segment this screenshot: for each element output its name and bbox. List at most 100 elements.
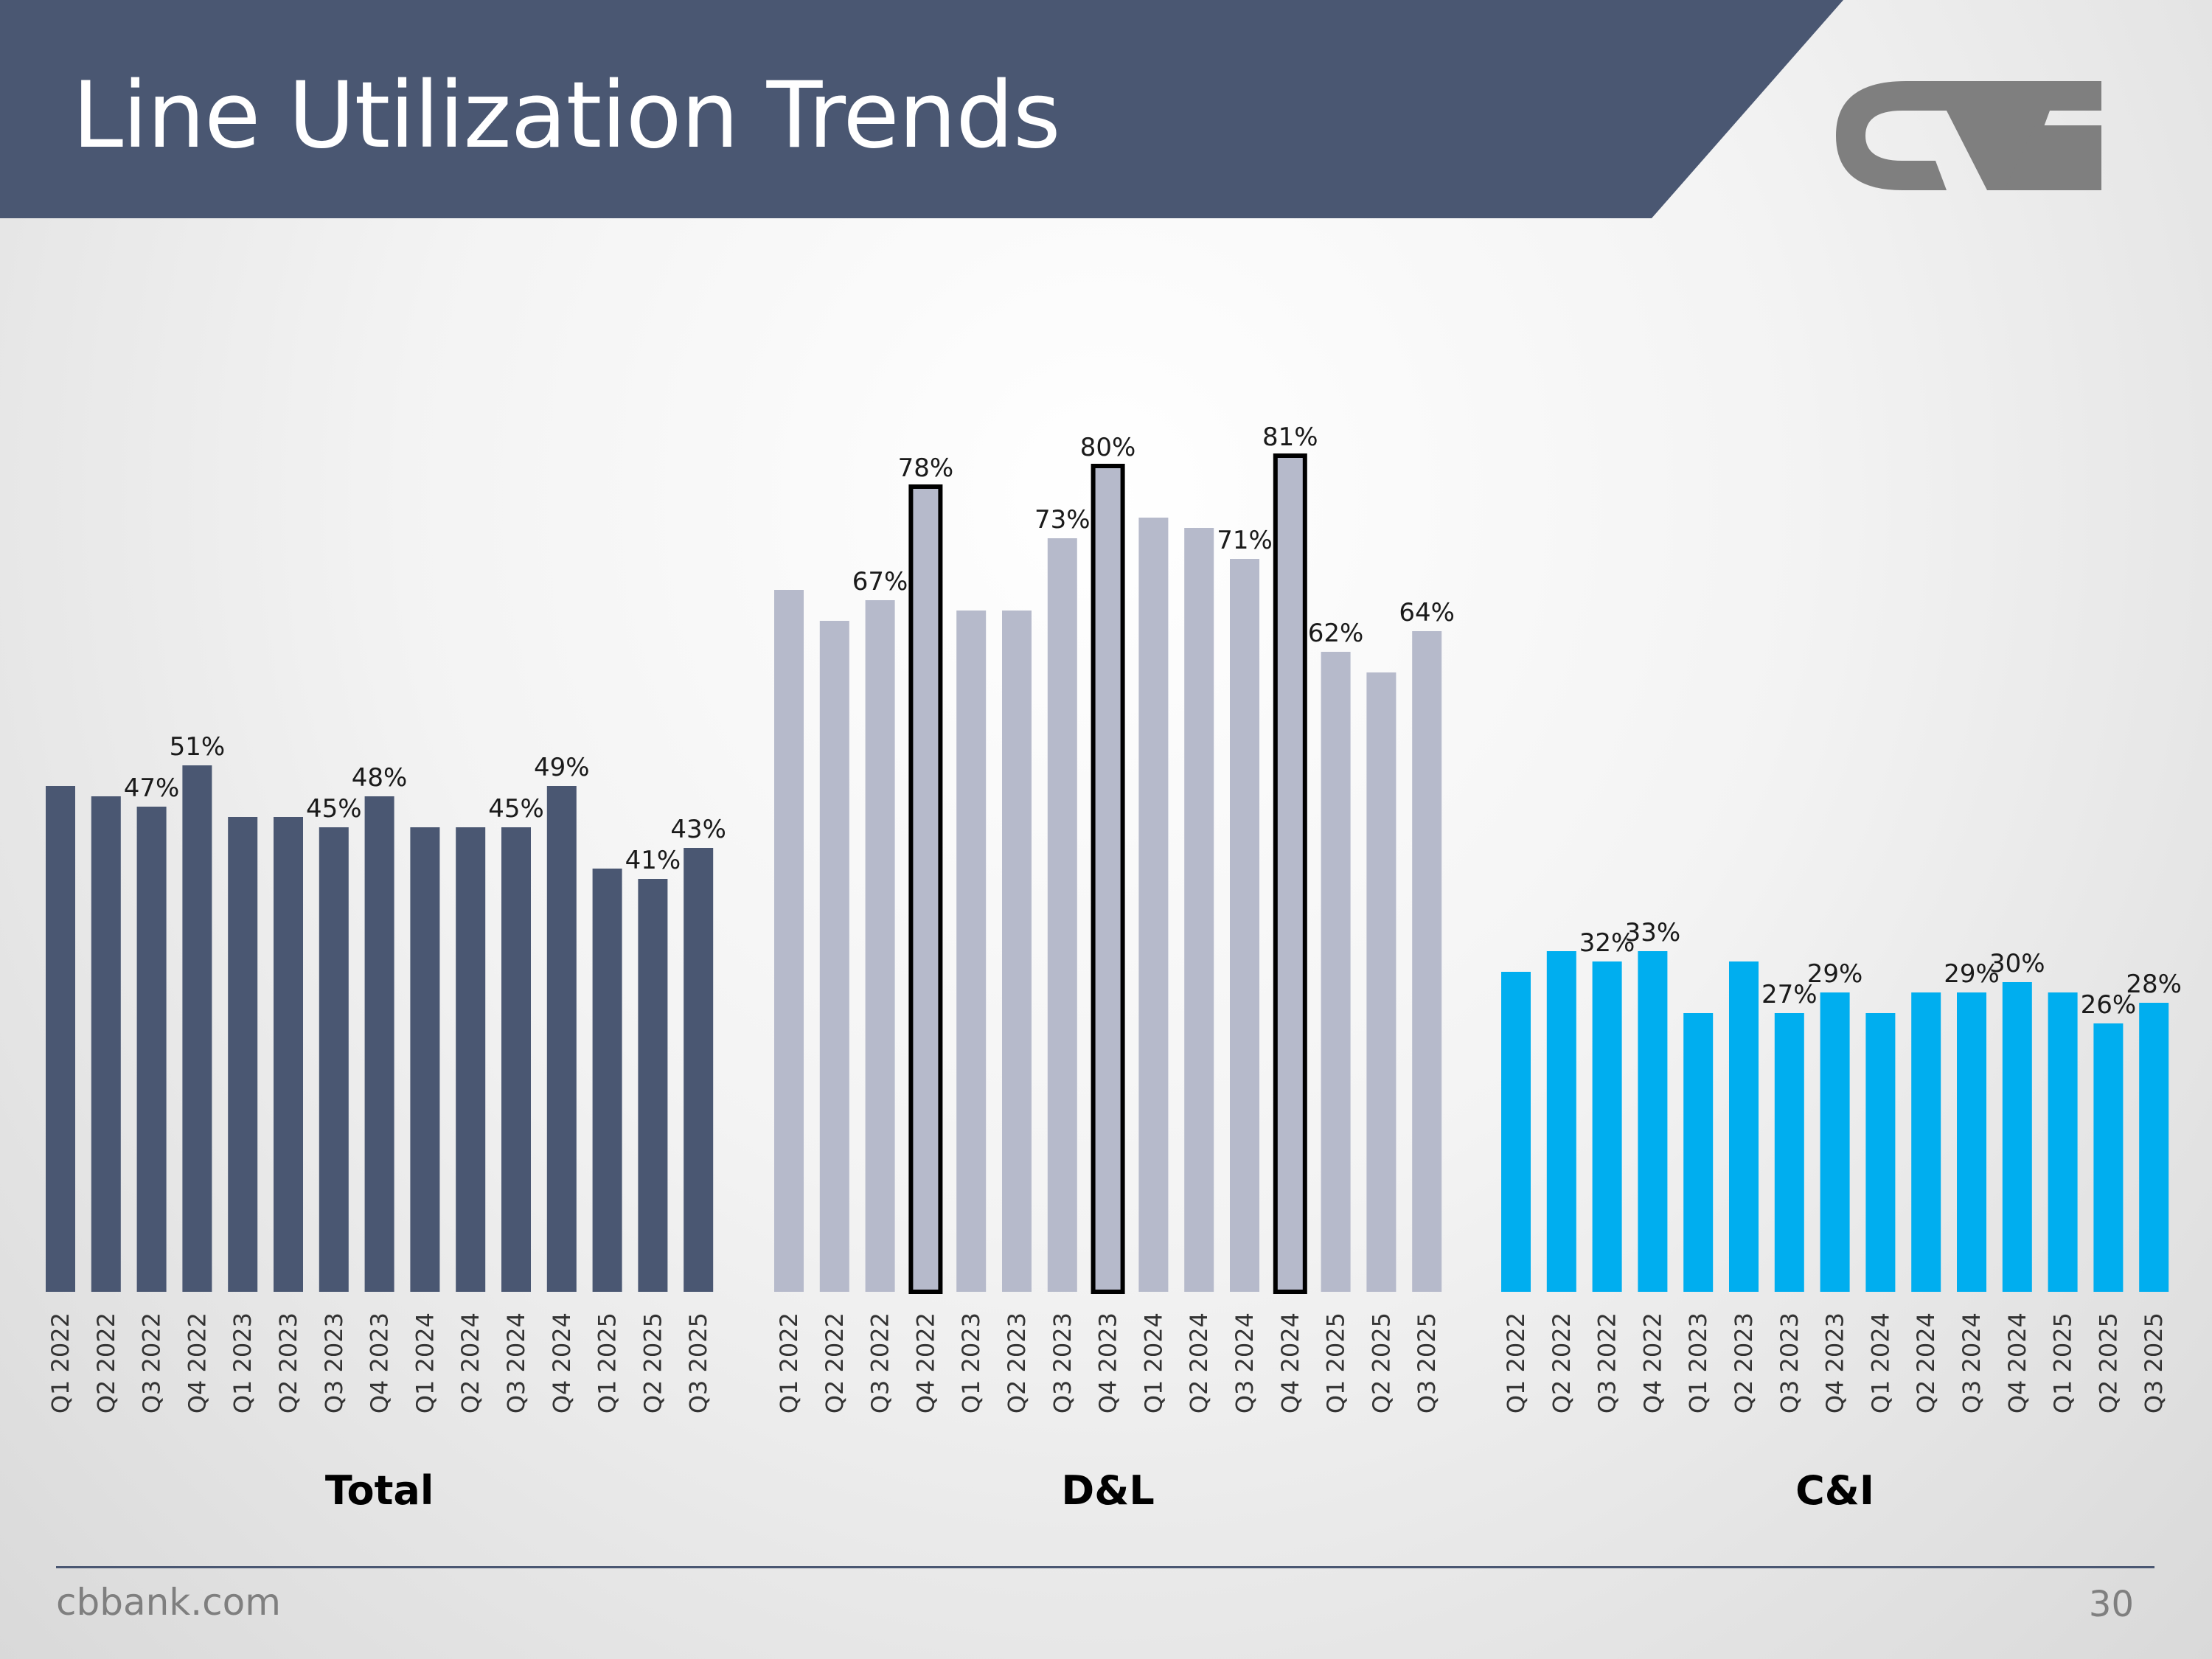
cvb-logo (1836, 81, 2101, 190)
bar-dl-q1-2022 (774, 590, 804, 1292)
bar-ci-q1-2022 (1501, 972, 1531, 1292)
bar-dl-q2-2025 (1366, 672, 1397, 1292)
tick-label-dl-q3-2022: Q3 2022 (866, 1312, 894, 1413)
tick-label-ci-q4-2024: Q4 2024 (2003, 1312, 2031, 1413)
tick-label-dl-q2-2023: Q2 2023 (1003, 1312, 1031, 1413)
bar-dl-q3-2024 (1230, 559, 1259, 1292)
bar-dl-q2-2024 (1184, 528, 1214, 1292)
value-label-ci-q4-2024: 30% (1989, 949, 2045, 978)
tick-label-dl-q3-2023: Q3 2023 (1048, 1312, 1077, 1413)
bar-total-q1-2022 (46, 786, 75, 1292)
bar-total-q2-2023 (274, 817, 303, 1292)
tick-label-ci-q1-2022: Q1 2022 (1502, 1312, 1530, 1413)
value-label-total-q2-2025: 41% (625, 846, 681, 875)
bar-total-q2-2022 (91, 796, 121, 1292)
bar-ci-q1-2024 (1865, 1013, 1896, 1292)
tick-label-ci-q1-2024: Q1 2024 (1866, 1312, 1894, 1413)
bar-dl-q4-2024 (1273, 453, 1307, 1294)
value-label-dl-q4-2024: 81% (1262, 422, 1318, 452)
value-label-total-q3-2023: 45% (306, 794, 362, 824)
bar-total-q3-2024 (501, 827, 531, 1292)
chart-title-ci: C&I (1795, 1467, 1874, 1514)
value-label-ci-q3-2024: 29% (1944, 959, 2000, 989)
bar-dl-q2-2022 (819, 621, 849, 1292)
bar-total-q2-2024 (456, 827, 486, 1292)
bar-ci-q4-2023 (1820, 992, 1850, 1292)
bar-total-q3-2022 (136, 807, 167, 1292)
tick-label-total-q2-2024: Q2 2024 (456, 1312, 484, 1413)
value-label-dl-q3-2025: 64% (1399, 598, 1455, 627)
tick-label-total-q1-2024: Q1 2024 (411, 1312, 439, 1413)
page-title: Line Utilization Trends (72, 63, 1061, 169)
bar-ci-q3-2022 (1592, 961, 1622, 1292)
value-label-ci-q2-2025: 26% (2081, 990, 2137, 1020)
tick-label-total-q2-2023: Q2 2023 (274, 1312, 302, 1413)
tick-label-total-q3-2024: Q3 2024 (502, 1312, 530, 1413)
bar-dl-q4-2022 (908, 484, 943, 1294)
tick-label-dl-q1-2023: Q1 2023 (957, 1312, 985, 1413)
tick-label-total-q1-2023: Q1 2023 (229, 1312, 257, 1413)
bar-total-q1-2025 (592, 869, 622, 1292)
bar-total-q2-2025 (638, 879, 668, 1292)
bar-dl-q1-2025 (1321, 652, 1351, 1292)
tick-label-dl-q2-2022: Q2 2022 (821, 1312, 849, 1413)
tick-label-total-q4-2023: Q4 2023 (366, 1312, 394, 1413)
bar-ci-q1-2023 (1683, 1013, 1714, 1292)
tick-label-dl-q4-2024: Q4 2024 (1276, 1312, 1304, 1413)
tick-label-ci-q1-2025: Q1 2025 (2049, 1312, 2077, 1413)
bar-dl-q3-2022 (865, 600, 895, 1292)
chart-ci: Q1 2022 Q2 2022 32% Q3 2022 33% Q4 2022 Q1 202… (1501, 918, 2182, 1514)
bar-ci-q2-2022 (1546, 951, 1576, 1292)
tick-label-total-q4-2024: Q4 2024 (548, 1312, 576, 1413)
tick-label-total-q2-2025: Q2 2025 (639, 1312, 667, 1413)
value-label-total-q3-2024: 45% (488, 794, 544, 824)
tick-label-dl-q1-2025: Q1 2025 (1322, 1312, 1350, 1413)
footer-divider (56, 1566, 2154, 1568)
tick-label-ci-q2-2023: Q2 2023 (1730, 1312, 1758, 1413)
bar-total-q4-2023 (364, 796, 394, 1292)
tick-label-total-q2-2022: Q2 2022 (92, 1312, 120, 1413)
chart-total: Q1 2022 Q2 2022 47% Q3 2022 51% Q4 2022 Q1 202… (46, 732, 726, 1514)
tick-label-total-q1-2025: Q1 2025 (594, 1312, 622, 1413)
value-label-total-q3-2025: 43% (670, 815, 726, 844)
value-label-ci-q4-2022: 33% (1625, 918, 1681, 947)
value-label-total-q3-2022: 47% (124, 773, 180, 803)
value-label-ci-q4-2023: 29% (1807, 959, 1863, 989)
tick-label-ci-q2-2024: Q2 2024 (1912, 1312, 1940, 1413)
tick-label-dl-q4-2022: Q4 2022 (911, 1312, 939, 1413)
tick-label-ci-q1-2023: Q1 2023 (1684, 1312, 1712, 1413)
bar-total-q3-2023 (319, 827, 349, 1292)
tick-label-total-q3-2025: Q3 2025 (684, 1312, 712, 1413)
bar-total-q1-2024 (410, 827, 440, 1292)
tick-label-ci-q4-2022: Q4 2022 (1638, 1312, 1666, 1413)
tick-label-ci-q3-2023: Q3 2023 (1775, 1312, 1804, 1413)
value-label-dl-q1-2025: 62% (1308, 619, 1364, 648)
tick-label-total-q3-2022: Q3 2022 (138, 1312, 166, 1413)
value-label-ci-q3-2022: 32% (1579, 928, 1635, 958)
bar-ci-q3-2024 (1957, 992, 1986, 1292)
tick-label-total-q3-2023: Q3 2023 (320, 1312, 348, 1413)
bar-dl-q4-2023 (1091, 464, 1125, 1294)
value-label-dl-q3-2022: 67% (852, 567, 908, 597)
tick-label-total-q4-2022: Q4 2022 (183, 1312, 211, 1413)
bar-dl-q2-2023 (1002, 611, 1032, 1292)
bar-dl-q1-2024 (1138, 518, 1169, 1292)
value-label-dl-q3-2024: 71% (1217, 526, 1273, 555)
tick-label-ci-q3-2022: Q3 2022 (1593, 1312, 1621, 1413)
bar-total-q1-2023 (228, 817, 258, 1292)
tick-label-dl-q2-2024: Q2 2024 (1185, 1312, 1213, 1413)
tick-label-dl-q3-2025: Q3 2025 (1413, 1312, 1441, 1413)
tick-label-ci-q2-2022: Q2 2022 (1548, 1312, 1576, 1413)
value-label-total-q4-2024: 49% (534, 753, 590, 782)
bar-dl-q1-2023 (956, 611, 987, 1292)
tick-label-ci-q4-2023: Q4 2023 (1821, 1312, 1849, 1413)
bar-ci-q1-2025 (2048, 992, 2078, 1292)
tick-label-ci-q3-2024: Q3 2024 (1958, 1312, 1986, 1413)
tick-label-ci-q2-2025: Q2 2025 (2094, 1312, 2122, 1413)
bar-dl-q3-2023 (1047, 538, 1077, 1292)
value-label-ci-q3-2023: 27% (1761, 980, 1818, 1009)
bar-ci-q3-2025 (2139, 1003, 2169, 1292)
bar-ci-q2-2025 (2093, 1023, 2124, 1292)
bar-total-q3-2025 (684, 848, 714, 1292)
value-label-dl-q3-2023: 73% (1034, 505, 1091, 535)
